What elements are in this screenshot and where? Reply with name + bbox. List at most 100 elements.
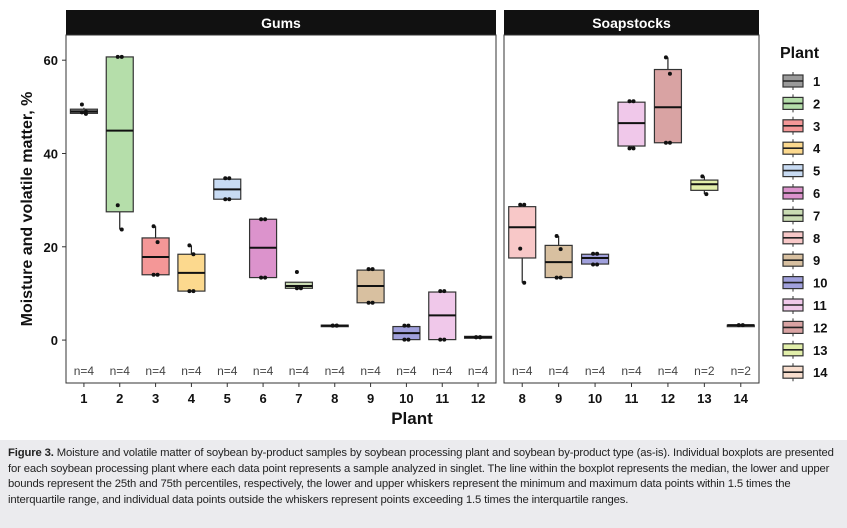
n-label: n=4 <box>548 364 569 378</box>
data-point <box>704 192 709 197</box>
data-point <box>438 289 443 294</box>
legend-item-3: 3 <box>782 116 820 135</box>
box-plant-12: n=4 12 <box>463 335 493 406</box>
data-point <box>402 323 407 328</box>
boxplot-chart: Gums n=4 1 n=4 2 n=4 3 n=4 4 n=4 5 n=4 6 n=4 7 n=4 8 n=4 9… <box>19 10 828 428</box>
data-point <box>223 176 228 181</box>
x-tick-label: 14 <box>734 391 749 406</box>
data-point <box>558 247 563 252</box>
box-plant-4: n=4 4 <box>177 243 206 406</box>
data-point <box>631 146 636 151</box>
x-tick-label: 7 <box>295 391 302 406</box>
figure: Gums n=4 1 n=4 2 n=4 3 n=4 4 n=4 5 n=4 6 n=4 7 n=4 8 n=4 9… <box>19 10 828 428</box>
data-point <box>554 234 559 239</box>
n-label: n=4 <box>181 364 202 378</box>
box <box>580 253 610 265</box>
legend-item-4: 4 <box>782 139 821 158</box>
x-tick-label: 13 <box>697 391 711 406</box>
data-point <box>631 99 636 104</box>
box-plant-10: n=4 10 <box>392 323 421 406</box>
data-point <box>370 267 375 272</box>
panel-strip <box>66 10 496 35</box>
data-point <box>155 272 160 277</box>
x-tick-label: 12 <box>661 391 675 406</box>
legend-item-10: 10 <box>782 273 827 292</box>
data-point <box>191 252 196 257</box>
data-point <box>667 71 672 76</box>
data-point <box>115 203 120 208</box>
data-point <box>83 111 88 116</box>
y-tick-label: 0 <box>51 333 58 348</box>
y-tick-label: 40 <box>44 146 58 161</box>
data-point <box>522 202 527 207</box>
data-point <box>370 300 375 305</box>
data-point <box>522 280 527 285</box>
data-point <box>406 323 411 328</box>
data-point <box>259 275 264 280</box>
panel-gums: Gums n=4 1 n=4 2 n=4 3 n=4 4 n=4 5 n=4 6 n=4 7 n=4 8 n=4 9… <box>65 10 497 406</box>
box-plant-10: n=4 10 <box>580 251 610 406</box>
panel-title: Gums <box>261 15 301 31</box>
x-tick-label: 5 <box>224 391 231 406</box>
x-tick-label: 2 <box>116 391 123 406</box>
legend-label: 2 <box>813 96 820 111</box>
box-plant-2: n=4 2 <box>105 54 134 406</box>
x-tick-label: 10 <box>399 391 413 406</box>
n-label: n=4 <box>145 364 166 378</box>
data-point <box>294 269 299 274</box>
data-point <box>151 272 156 277</box>
legend-label: 8 <box>813 231 820 246</box>
box-plant-1: n=4 1 <box>69 102 99 406</box>
box-plant-8: n=4 8 <box>320 323 349 406</box>
data-point <box>474 335 479 340</box>
y-axis-label: Moisture and volatile matter, % <box>19 92 36 327</box>
legend-item-5: 5 <box>782 161 820 180</box>
x-tick-label: 8 <box>519 391 526 406</box>
data-point <box>442 337 447 342</box>
legend-label: 14 <box>813 365 828 380</box>
x-tick-label: 11 <box>625 391 639 406</box>
panel-soapstocks: Soapstocksn=48n=49n=410n=411n=412n=213n=… <box>503 10 760 406</box>
data-point <box>227 176 232 181</box>
data-point <box>478 335 483 340</box>
n-label: n=4 <box>621 364 642 378</box>
x-axis-label: Plant <box>391 409 433 428</box>
legend-item-2: 2 <box>782 94 820 113</box>
data-point <box>442 289 447 294</box>
data-point <box>595 262 600 267</box>
legend-title: Plant <box>780 45 820 62</box>
legend-item-7: 7 <box>782 206 820 225</box>
data-point <box>700 174 705 179</box>
data-point <box>591 251 596 256</box>
legend-label: 4 <box>813 141 821 156</box>
box-plant-3: n=4 3 <box>141 224 170 406</box>
legend-label: 12 <box>813 320 827 335</box>
x-tick-label: 8 <box>331 391 338 406</box>
legend-item-9: 9 <box>782 251 820 270</box>
box-plant-7: n=4 7 <box>284 269 314 406</box>
data-point <box>151 224 156 229</box>
n-label: n=4 <box>253 364 274 378</box>
data-point <box>366 300 371 305</box>
panel-frame <box>503 34 760 384</box>
x-tick-label: 9 <box>367 391 374 406</box>
legend-label: 10 <box>813 276 827 291</box>
data-point <box>223 197 228 202</box>
n-label: n=4 <box>289 364 310 378</box>
data-point <box>191 289 196 294</box>
legend-item-6: 6 <box>782 184 820 202</box>
caption-text: Moisture and volatile matter of soybean … <box>8 447 834 506</box>
n-label: n=4 <box>360 364 381 378</box>
n-label: n=4 <box>325 364 346 378</box>
n-label: n=4 <box>585 364 606 378</box>
box-plant-11: n=4 11 <box>617 99 646 406</box>
data-point <box>740 323 745 328</box>
legend-item-11: 11 <box>782 296 827 314</box>
n-label: n=4 <box>432 364 453 378</box>
data-point <box>591 262 596 267</box>
data-point <box>115 54 120 59</box>
data-point <box>518 202 523 207</box>
box-plant-14: n=2 14 <box>726 323 755 406</box>
x-tick-label: 10 <box>588 391 602 406</box>
data-point <box>554 275 559 280</box>
